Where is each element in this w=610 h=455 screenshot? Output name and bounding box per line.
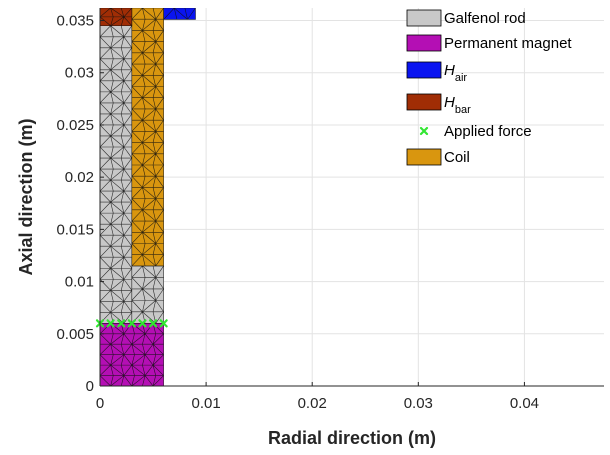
y-tick-label-0: 0 [86, 378, 94, 395]
force-marker-6 [159, 319, 168, 328]
region-coil-3-mesh [131, 8, 164, 267]
region-galfenol-rod-0 [100, 25, 133, 324]
legend-item-2-swatch [406, 61, 442, 79]
region-h-bar-4-mesh [100, 8, 133, 27]
legend: Galfenol rod Permanent magnet Hair Hbar Appl… [406, 9, 572, 166]
legend-item-4: Applied force [419, 123, 532, 140]
x-tick-label-2: 0.02 [298, 395, 327, 412]
region-h-air-5-mesh [163, 8, 196, 20]
y-tick-label-4: 0.02 [65, 169, 94, 186]
force-marker-1 [106, 319, 115, 328]
y-tick-label-3: 0.015 [56, 221, 94, 238]
region-h-bar-4 [100, 8, 133, 27]
legend-item-2: Hair [406, 61, 467, 84]
legend-item-1: Permanent magnet [406, 34, 572, 52]
force-marker-3 [127, 319, 136, 328]
legend-item-5: Coil [406, 148, 470, 166]
plot-area [100, 8, 604, 386]
region-permanent-magnet-2-mesh [100, 323, 164, 386]
region-coil-3 [131, 8, 164, 267]
legend-item-0: Galfenol rod [406, 9, 526, 27]
legend-item-3-swatch [406, 93, 442, 111]
legend-item-1-swatch [406, 34, 442, 52]
y-ticks: 0 0.005 0.01 0.015 0.02 0.025 0.03 0.035 [56, 13, 104, 395]
x-tick-label-4: 0.04 [510, 395, 539, 412]
legend-item-5-swatch [406, 148, 442, 166]
y-tick-label-2: 0.01 [65, 274, 94, 291]
legend-item-4-label: Applied force [444, 123, 532, 140]
legend-item-0-label: Galfenol rod [444, 10, 526, 27]
y-tick-label-1: 0.005 [56, 326, 94, 343]
region-h-air-5 [163, 8, 196, 20]
legend-item-4-marker [419, 126, 429, 136]
region-h-air-5-fill [163, 8, 196, 20]
y-axis-label: Axial direction (m) [16, 118, 36, 275]
x-tick-label-1: 0.01 [192, 395, 221, 412]
x-axis-label: Radial direction (m) [268, 428, 436, 448]
y-tick-label-6: 0.03 [65, 65, 94, 82]
region-permanent-magnet-2 [100, 323, 164, 386]
legend-item-2-label: Hair [444, 62, 467, 84]
region-galfenol-rod-0-fill [100, 25, 132, 324]
legend-item-5-label: Coil [444, 149, 470, 166]
x-ticks: 0 0.01 0.02 0.03 0.04 [96, 382, 539, 412]
x-tick-label-3: 0.03 [404, 395, 433, 412]
legend-item-0-swatch [406, 9, 442, 27]
legend-item-3-label: Hbar [444, 94, 471, 116]
y-tick-label-5: 0.025 [56, 117, 94, 134]
legend-item-3: Hbar [406, 93, 471, 116]
force-marker-4 [138, 319, 147, 328]
regions [100, 8, 196, 386]
region-galfenol-rod-1-fill [131, 265, 164, 324]
y-tick-label-7: 0.035 [56, 13, 94, 30]
axes [99, 8, 604, 387]
legend-item-1-label: Permanent magnet [444, 35, 572, 52]
region-galfenol-rod-0-mesh [100, 25, 133, 324]
force-marker-2 [117, 319, 126, 328]
region-galfenol-rod-1 [131, 265, 164, 324]
force-marker-5 [148, 319, 158, 328]
x-tick-label-0: 0 [96, 395, 104, 412]
